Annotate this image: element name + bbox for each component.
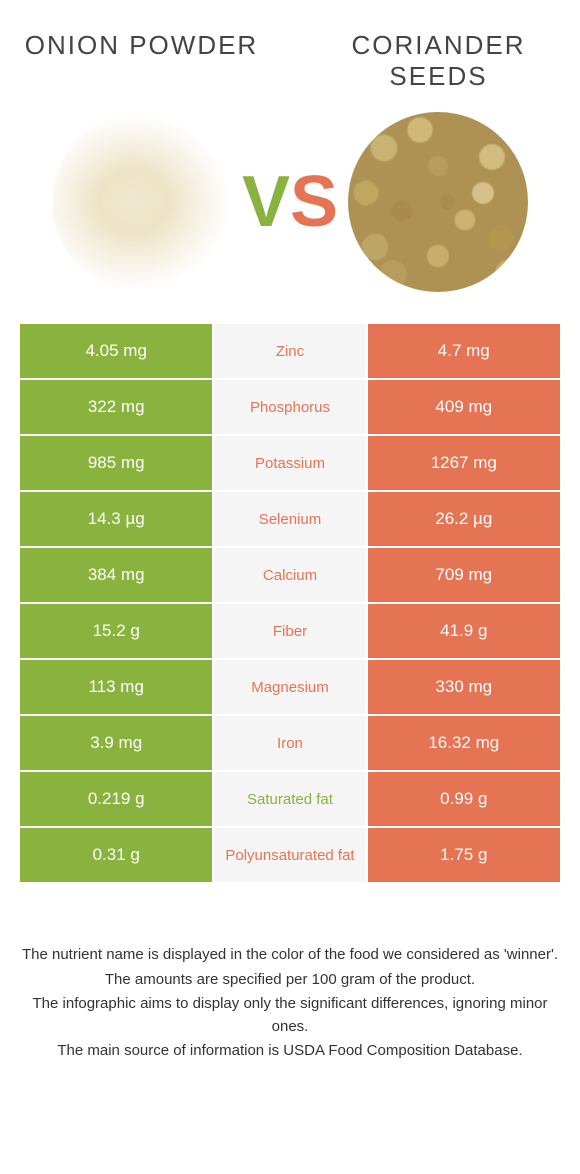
nutrient-label: Fiber	[214, 604, 365, 658]
table-row: 0.219 gSaturated fat0.99 g	[20, 770, 560, 826]
title-left: Onion powder	[20, 30, 263, 92]
value-right: 409 mg	[366, 380, 560, 434]
value-right: 709 mg	[366, 548, 560, 602]
value-right: 1.75 g	[366, 828, 560, 882]
footer-line: The amounts are specified per 100 gram o…	[20, 969, 560, 992]
value-left: 384 mg	[20, 548, 214, 602]
value-right: 1267 mg	[366, 436, 560, 490]
value-right: 330 mg	[366, 660, 560, 714]
comparison-table: 4.05 mgZinc4.7 mg322 mgPhosphorus409 mg9…	[20, 322, 560, 884]
footer-line: The infographic aims to display only the…	[20, 993, 560, 1038]
nutrient-label: Zinc	[214, 324, 365, 378]
nutrient-label: Potassium	[214, 436, 365, 490]
value-right: 26.2 µg	[366, 492, 560, 546]
table-row: 15.2 gFiber41.9 g	[20, 602, 560, 658]
nutrient-label: Phosphorus	[214, 380, 365, 434]
footer-line: The nutrient name is displayed in the co…	[20, 944, 560, 967]
title-right: Coriander seeds	[317, 30, 560, 92]
vs-s: S	[290, 162, 338, 242]
food-image-right	[348, 112, 528, 292]
food-image-left	[52, 112, 232, 292]
nutrient-label: Selenium	[214, 492, 365, 546]
value-left: 0.31 g	[20, 828, 214, 882]
nutrient-label: Iron	[214, 716, 365, 770]
value-right: 16.32 mg	[366, 716, 560, 770]
value-left: 4.05 mg	[20, 324, 214, 378]
nutrient-label: Calcium	[214, 548, 365, 602]
value-right: 41.9 g	[366, 604, 560, 658]
table-row: 322 mgPhosphorus409 mg	[20, 378, 560, 434]
table-row: 0.31 gPolyunsaturated fat1.75 g	[20, 826, 560, 882]
table-row: 985 mgPotassium1267 mg	[20, 434, 560, 490]
value-left: 15.2 g	[20, 604, 214, 658]
value-left: 0.219 g	[20, 772, 214, 826]
table-row: 14.3 µgSelenium26.2 µg	[20, 490, 560, 546]
footer-line: The main source of information is USDA F…	[20, 1040, 560, 1063]
value-left: 985 mg	[20, 436, 214, 490]
value-right: 4.7 mg	[366, 324, 560, 378]
vs-v: V	[242, 162, 290, 242]
value-left: 14.3 µg	[20, 492, 214, 546]
nutrient-label: Magnesium	[214, 660, 365, 714]
table-row: 384 mgCalcium709 mg	[20, 546, 560, 602]
vs-label: VS	[242, 166, 338, 238]
table-row: 3.9 mgIron16.32 mg	[20, 714, 560, 770]
footer-notes: The nutrient name is displayed in the co…	[20, 944, 560, 1063]
value-left: 113 mg	[20, 660, 214, 714]
value-left: 322 mg	[20, 380, 214, 434]
value-right: 0.99 g	[366, 772, 560, 826]
table-row: 113 mgMagnesium330 mg	[20, 658, 560, 714]
table-row: 4.05 mgZinc4.7 mg	[20, 322, 560, 378]
header: Onion powder Coriander seeds	[20, 30, 560, 92]
images-row: VS	[20, 112, 560, 292]
value-left: 3.9 mg	[20, 716, 214, 770]
nutrient-label: Saturated fat	[214, 772, 365, 826]
infographic-container: Onion powder Coriander seeds VS 4.05 mgZ…	[0, 0, 580, 1105]
nutrient-label: Polyunsaturated fat	[214, 828, 365, 882]
